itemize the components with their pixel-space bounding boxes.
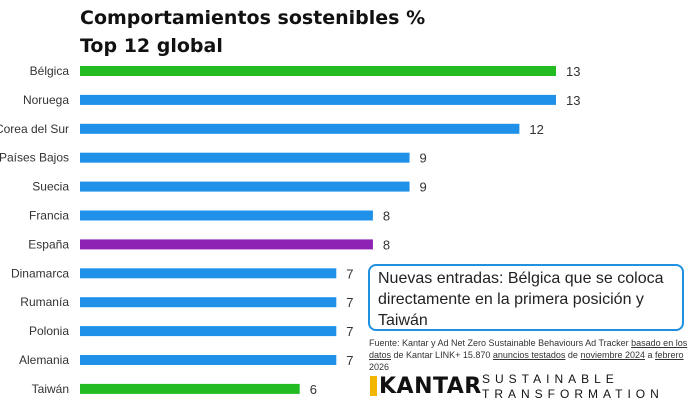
bar: [80, 123, 520, 134]
category-label: Polonia: [29, 324, 69, 338]
category-label: Noruega: [23, 93, 69, 107]
data-label: 7: [346, 353, 353, 368]
category-label: Dinamarca: [11, 266, 69, 280]
bar: [80, 268, 337, 279]
data-label: 9: [420, 180, 427, 195]
category-label: Francia: [29, 209, 69, 223]
bar: [80, 66, 556, 76]
bar: [80, 94, 556, 105]
data-label: 7: [346, 324, 353, 339]
new-entries-callout: Nuevas entradas: Bélgica que se coloca d…: [368, 264, 684, 331]
bar: [80, 355, 337, 365]
source-part: 2026: [369, 362, 390, 372]
category-label: Taiwán: [32, 382, 69, 396]
data-label: 13: [566, 93, 580, 108]
source-part-underlined: febrero: [655, 350, 684, 360]
bar: [80, 152, 410, 163]
data-label: 13: [566, 64, 580, 79]
logo-line-2: TRANSFORMATION: [482, 387, 664, 401]
data-label: 8: [383, 209, 390, 224]
logo-line-1: SUSTAINABLE: [482, 372, 619, 386]
kantar-logo: KANTAR: [370, 373, 482, 399]
source-part-underlined: basado en los datos: [369, 338, 688, 360]
data-label: 6: [310, 382, 317, 397]
source-part: a: [644, 350, 655, 360]
bar: [80, 326, 337, 337]
category-label: Corea del Sur: [0, 122, 69, 136]
data-label: 12: [529, 122, 543, 137]
bar: [80, 297, 337, 308]
category-label: Países Bajos: [0, 151, 69, 165]
source-part-underlined: noviembre 2024: [580, 350, 645, 360]
kantar-logo-mark-icon: [370, 376, 377, 396]
source-part: de Kantar LINK+ 15.870: [391, 350, 493, 360]
source-part: de: [565, 350, 581, 360]
category-label: Rumanía: [20, 295, 69, 309]
source-part: Fuente: Kantar y Ad Net Zero Sustainable…: [369, 338, 632, 348]
kantar-logo-text: KANTAR: [379, 373, 482, 399]
category-label: Alemania: [19, 353, 69, 367]
bar: [80, 181, 410, 192]
category-label: Bélgica: [30, 64, 70, 78]
source-note: Fuente: Kantar y Ad Net Zero Sustainable…: [369, 337, 699, 373]
bar: [80, 239, 373, 250]
data-label: 8: [383, 237, 390, 252]
data-label: 7: [346, 295, 353, 310]
chart-title: Comportamientos sostenibles % Top 12 glo…: [80, 4, 425, 60]
sustainable-transformation-logo: SUSTAINABLE TRANSFORMATION: [482, 372, 664, 402]
category-label: España: [28, 237, 69, 251]
source-part-underlined: anuncios testados: [492, 350, 566, 360]
data-label: 7: [346, 266, 353, 281]
category-label: Suecia: [32, 180, 69, 194]
chart-title-line-1: Comportamientos sostenibles %: [80, 7, 426, 29]
bar: [80, 210, 373, 221]
data-label: 9: [420, 151, 427, 166]
bar: [80, 383, 300, 394]
chart-title-line-2: Top 12 global: [80, 35, 223, 57]
